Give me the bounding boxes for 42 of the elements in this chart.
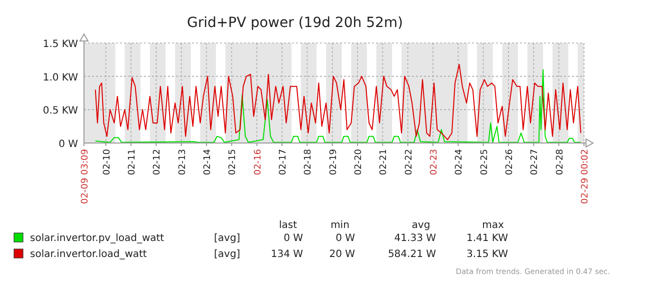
text: min [330,220,350,231]
x-tick-label: 02-19 [328,148,339,176]
x-tick-label: 02-28 [555,148,566,176]
x-tick-label: 02-12 [152,149,163,176]
text: 0 W [284,233,304,244]
legend-label: solar.invertor.pv_load_watt [30,233,164,244]
x-tick-label: 02-26 [504,148,515,176]
x-tick-label: 02-23 [429,149,440,176]
x-tick-label: 02-21 [379,149,390,176]
x-tick-label: 02-14 [203,148,214,176]
x-tick-label: 02-13 [178,149,188,176]
x-tick-label: 02-18 [304,148,314,176]
text: 3.15 KW [466,249,508,260]
x-tick-label: 02-25 [480,149,490,176]
text: 41.33 W [394,233,436,244]
text: 584.21 W [388,249,436,260]
x-tick-label: 02-15 [228,149,238,176]
legend-label: solar.invertor.load_watt [30,249,147,260]
text: [avg] [214,233,240,244]
x-tick-label: 02-29 00:02 [580,149,590,204]
text: 0 W [336,233,356,244]
text: avg [412,220,430,231]
x-tick-label: 02-17 [278,149,289,176]
text: 134 W [270,249,304,260]
x-tick-label: 02-24 [454,148,465,176]
y-tick-label: 0.5 KW [42,106,78,117]
text: last [278,220,298,231]
y-tick-label: 0 W [58,139,78,150]
text: max [482,220,504,231]
x-tick-label: 02-22 [404,149,414,176]
x-tick-label: 02-20 [354,148,364,176]
text: 20 W [329,249,356,260]
text: [avg] [214,249,240,260]
y-tick-label: 1.0 KW [42,72,78,84]
x-tick-label: 02-16 [253,148,264,176]
x-tick-label: 02-10 [102,148,112,176]
x-tick-label: 02-27 [530,149,540,176]
x-tick-label: 02-09 03:09 [80,148,90,204]
x-tick-label: 02-11 [128,149,138,176]
chart-title: Grid+PV power (19d 20h 52m) [187,15,403,31]
y-tick-label: 1.5 KW [42,39,78,50]
text: 1.41 KW [466,233,508,244]
